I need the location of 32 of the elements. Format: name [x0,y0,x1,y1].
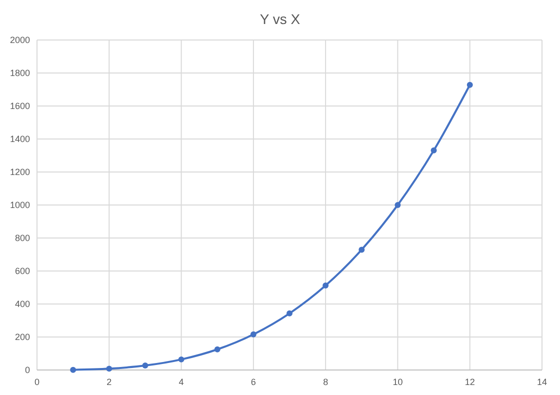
x-tick-label: 0 [34,377,40,387]
point [430,147,437,154]
x-tick-label: 6 [250,377,256,387]
point [214,346,220,352]
point [394,202,401,208]
point [286,310,292,316]
y-tick-label: 1800 [10,68,30,78]
y-tick-label: 400 [14,299,30,310]
y-tick-label: 2000 [10,35,30,46]
point [250,331,256,338]
y-tick-label: 1400 [10,134,30,144]
y-tick-label: 600 [14,266,30,276]
x-tick-label: 14 [536,377,548,387]
point [142,362,148,369]
y-tick-label: 200 [14,332,30,342]
y-tick-label: 1200 [10,167,30,178]
y-tick-label: 1000 [10,200,30,210]
y-tick-label: 800 [14,233,30,244]
point [106,366,112,372]
point [178,356,184,362]
x-tick-label: 2 [106,377,112,387]
x-tick-label: 4 [178,377,184,387]
x-tick-label: 8 [323,377,328,387]
chart-title: Y vs X [260,11,301,27]
x-tick-label: 10 [392,377,403,387]
point [70,366,76,373]
point [466,82,473,88]
point [358,246,365,253]
y-tick-label: 0 [24,365,30,376]
point [322,282,329,288]
x-tick-label: 12 [464,377,475,387]
y-tick-label: 1600 [10,101,30,112]
